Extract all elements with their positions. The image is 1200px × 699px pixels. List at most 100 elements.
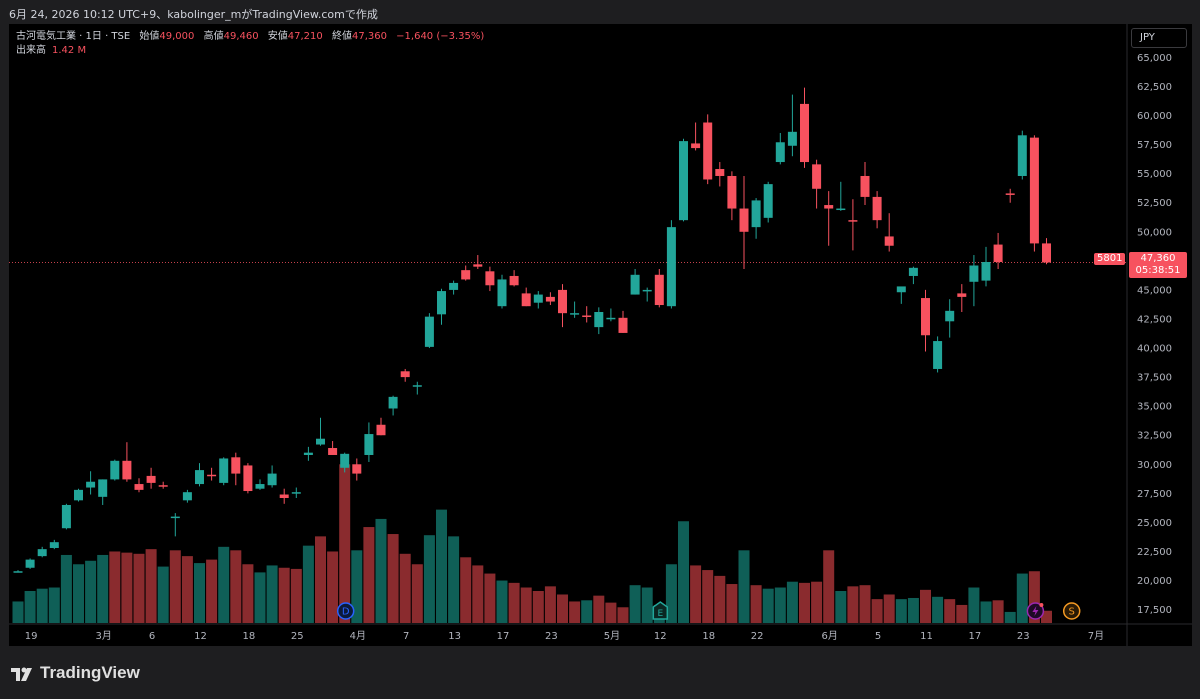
volume-bar xyxy=(629,585,641,623)
candle xyxy=(836,181,846,211)
candle-body xyxy=(594,312,604,328)
volume-bar xyxy=(980,601,992,623)
y-tick-label: 65,000 xyxy=(1137,53,1172,64)
candle-body xyxy=(812,164,822,189)
candle xyxy=(654,268,664,308)
candle xyxy=(933,336,943,373)
candle-body xyxy=(642,289,652,292)
symbol-title[interactable]: 古河電気工業 · 1日 · TSE xyxy=(16,31,131,42)
candle-body xyxy=(848,220,858,222)
candle-body xyxy=(1005,193,1015,195)
candle-body xyxy=(521,293,531,307)
volume-bar xyxy=(436,509,447,623)
volume-bar xyxy=(641,587,653,623)
y-tick-label: 30,000 xyxy=(1137,460,1172,471)
volume-bar xyxy=(811,581,823,623)
candle xyxy=(1017,130,1027,180)
candle xyxy=(533,291,543,309)
candle-body xyxy=(412,385,422,387)
volume-bar xyxy=(12,601,24,623)
volume-bar xyxy=(145,549,157,623)
candle-body xyxy=(618,317,628,333)
volume-bar xyxy=(774,587,786,623)
candle xyxy=(49,539,59,550)
candle-body xyxy=(751,200,761,228)
y-tick-label: 20,000 xyxy=(1137,576,1172,587)
x-tick-label: 6月 xyxy=(822,630,838,642)
x-tick-label: 19 xyxy=(25,631,38,642)
dividend-icon xyxy=(336,602,355,620)
brand-name[interactable]: TradingView xyxy=(40,663,140,682)
candle-body xyxy=(969,265,979,282)
candle-body xyxy=(86,481,96,488)
candle xyxy=(715,162,725,187)
candle xyxy=(872,191,882,229)
x-tick-label: 18 xyxy=(702,631,715,642)
candle xyxy=(158,481,168,489)
candle xyxy=(74,488,83,502)
volume-bar xyxy=(544,586,556,623)
top-bar: 6月 24, 2026 10:12 UTC+9、kabolinger_mがTra… xyxy=(0,0,1200,24)
x-tick-label: 3月 xyxy=(96,630,112,642)
candle-body xyxy=(449,282,459,290)
candle-body xyxy=(654,274,664,306)
candle xyxy=(908,266,918,285)
countdown-value: 05:38:51 xyxy=(1135,265,1181,276)
chart-panel[interactable] xyxy=(9,24,1192,646)
volume-bar xyxy=(786,581,798,623)
candle-body xyxy=(981,262,991,281)
y-tick-label: 42,500 xyxy=(1137,314,1172,325)
volume-bar xyxy=(218,546,230,623)
volume-bar xyxy=(871,599,883,623)
low-value: 47,210 xyxy=(287,31,323,42)
candle-body xyxy=(715,169,725,176)
volume-label[interactable]: 出来高 xyxy=(16,45,46,56)
volume-bar xyxy=(956,604,968,623)
volume-bar xyxy=(823,550,835,623)
candle xyxy=(134,478,144,493)
dividend-marker-label: D xyxy=(342,607,350,618)
candle-body xyxy=(437,291,446,315)
candle xyxy=(267,465,277,488)
candle-body xyxy=(533,294,543,303)
volume-bar xyxy=(48,587,60,623)
high-label: 高値 xyxy=(203,31,224,42)
volume-bar xyxy=(169,550,181,623)
volume-bar xyxy=(315,536,326,623)
candle-body xyxy=(509,275,519,286)
candle xyxy=(110,459,120,481)
volume-bar xyxy=(992,600,1004,623)
candle-body xyxy=(110,460,120,480)
volume-bar xyxy=(508,582,520,623)
low-label: 安値 xyxy=(267,31,288,42)
candle-body xyxy=(303,452,313,455)
candle xyxy=(787,94,797,157)
y-tick-label: 37,500 xyxy=(1137,373,1172,384)
candle xyxy=(860,162,870,206)
candle-body xyxy=(25,559,35,568)
candle-body xyxy=(74,489,83,501)
x-tick-label: 23 xyxy=(545,631,558,642)
x-tick-label: 22 xyxy=(751,631,764,642)
symbol-code-badge: 5801 xyxy=(1094,253,1126,265)
volume-bar xyxy=(290,568,302,623)
volume-bar xyxy=(799,582,810,623)
candle xyxy=(207,467,217,481)
volume-bar xyxy=(859,585,871,623)
candle-body xyxy=(666,227,676,307)
candle xyxy=(146,467,156,489)
x-tick-label: 7 xyxy=(403,631,409,642)
notification-dot-icon xyxy=(1039,603,1044,607)
volume-bar xyxy=(194,563,205,623)
x-tick-label: 5 xyxy=(875,631,881,642)
volume-bar xyxy=(581,600,593,623)
currency-button[interactable]: JPY xyxy=(1131,28,1187,48)
volume-bar xyxy=(411,564,423,623)
candle xyxy=(219,457,229,486)
candle-body xyxy=(267,473,277,486)
candle xyxy=(328,441,338,455)
candle-body xyxy=(545,296,555,302)
y-tick-label: 40,000 xyxy=(1137,344,1172,355)
candle-body xyxy=(775,142,785,163)
